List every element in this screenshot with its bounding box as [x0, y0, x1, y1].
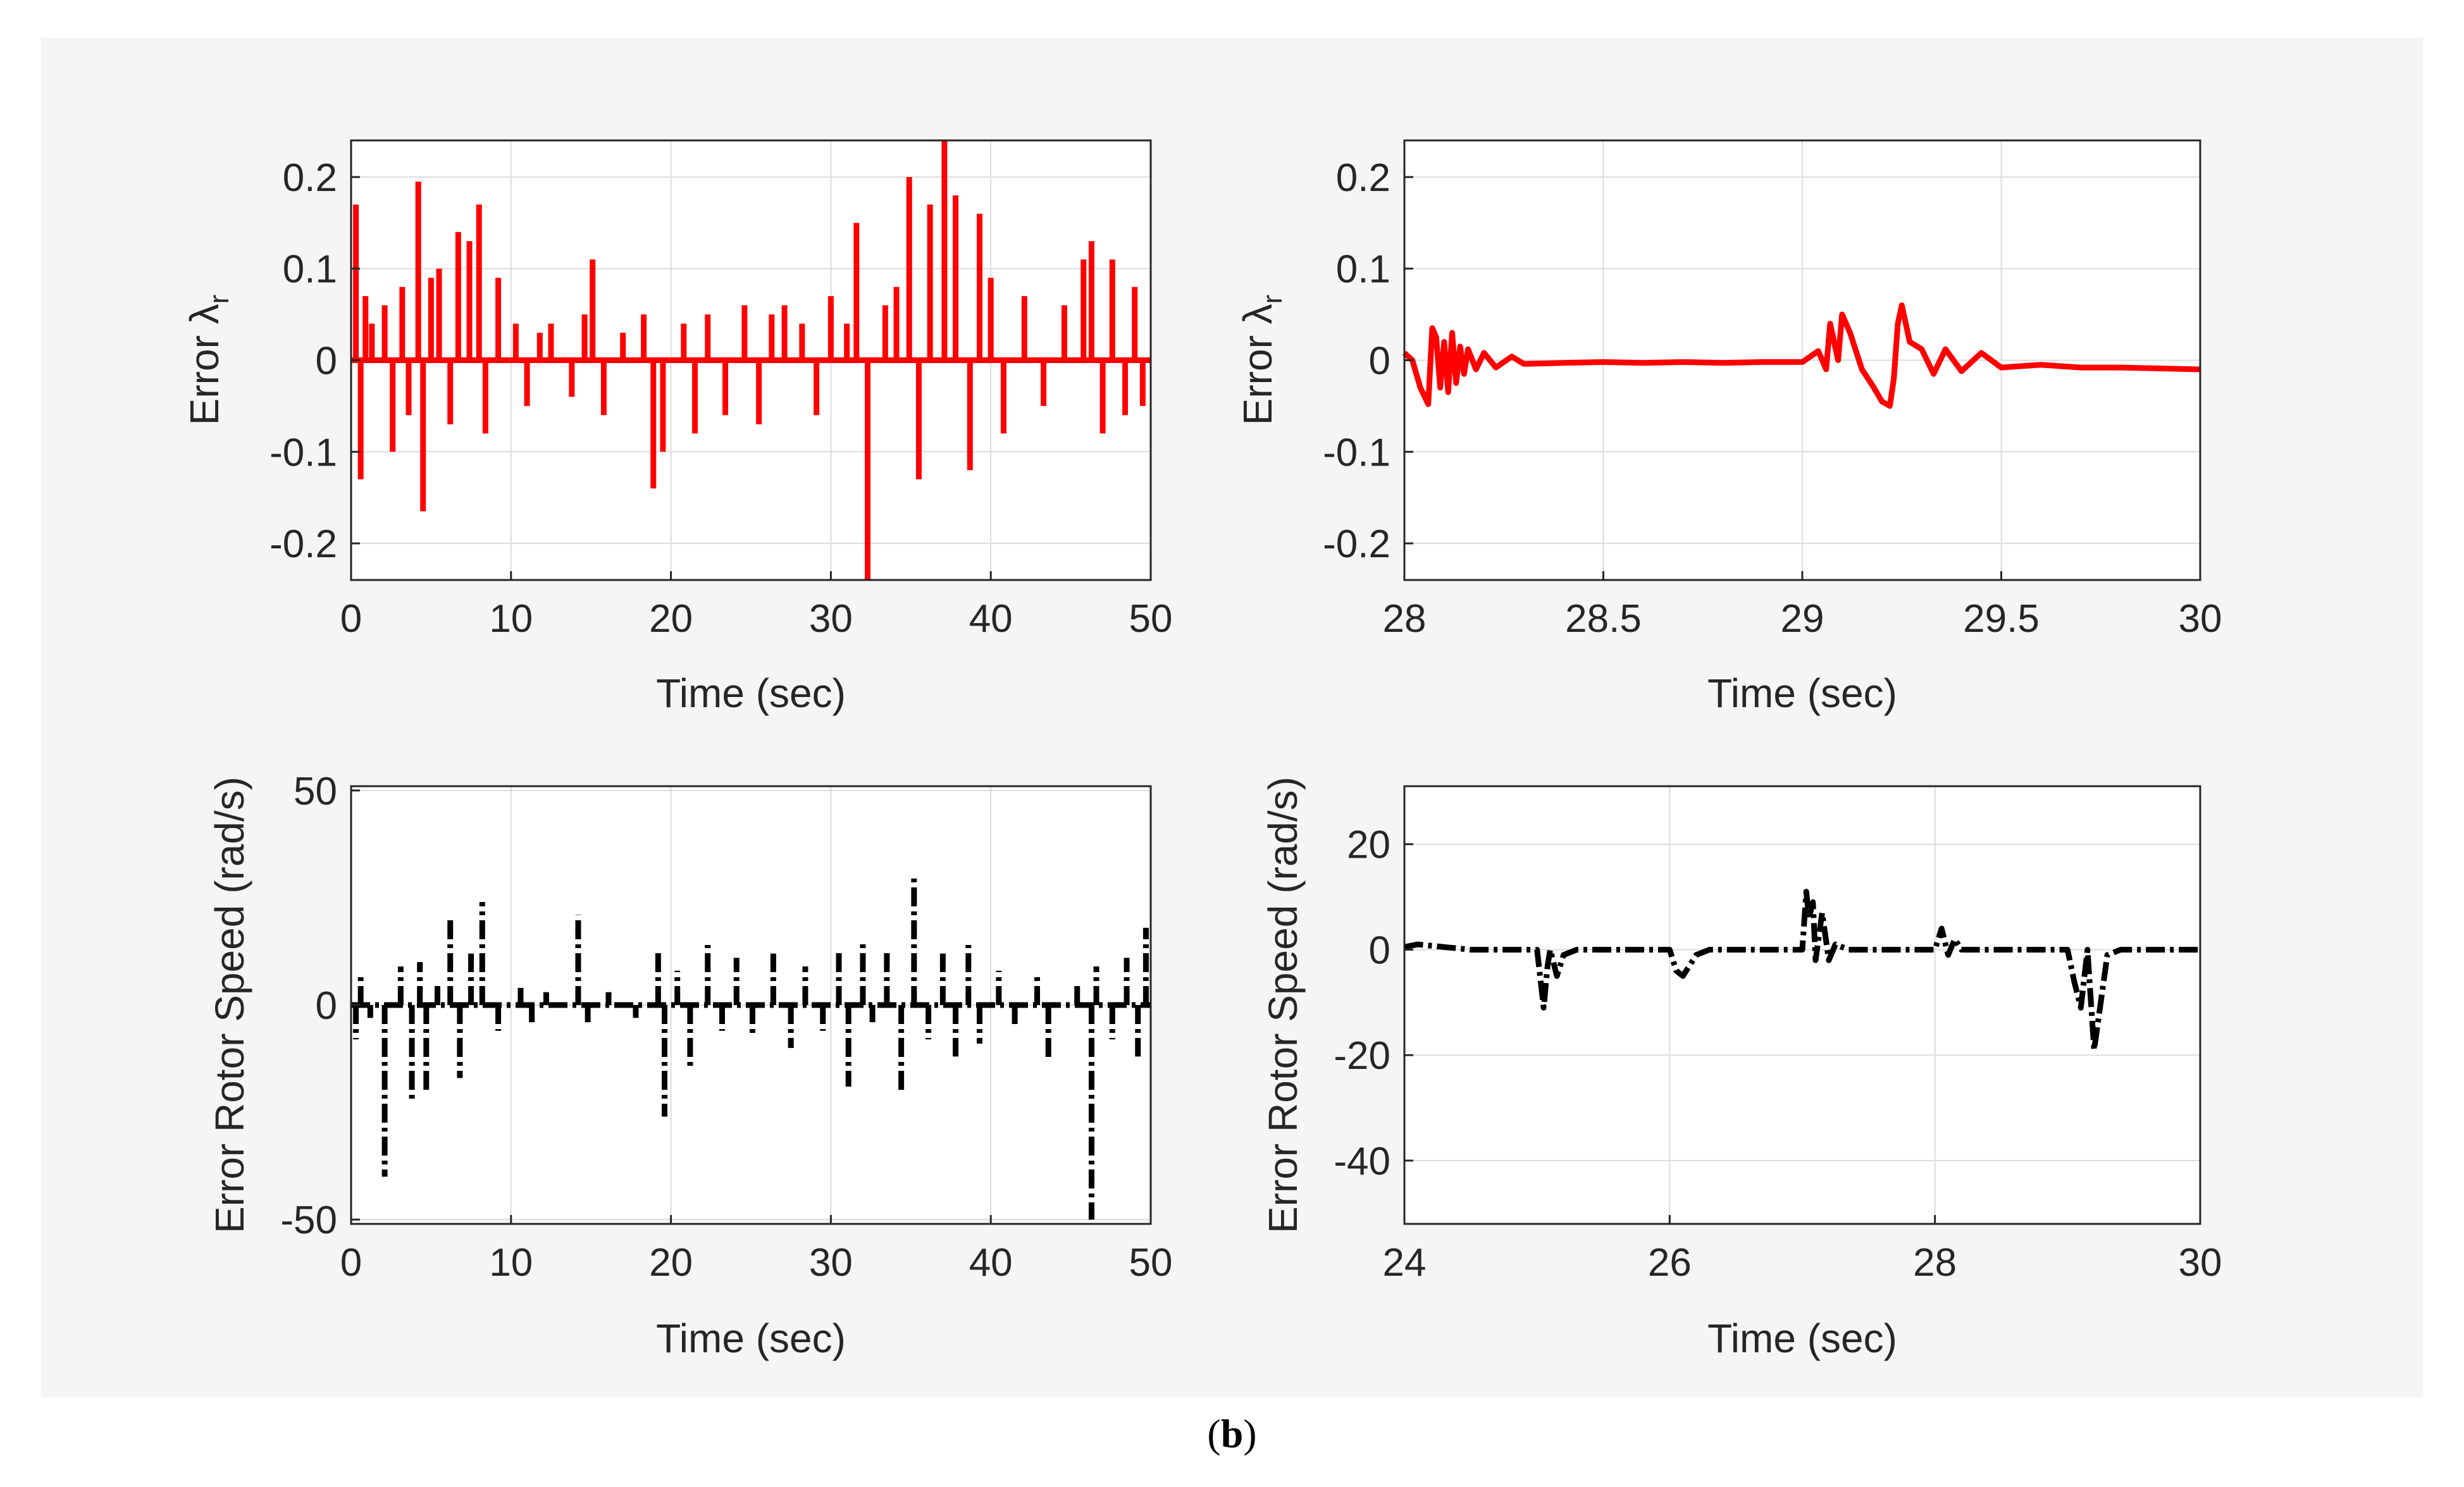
y-axis-label: Error Rotor Speed (rad/s) — [207, 777, 252, 1233]
x-tick-label: 30 — [2179, 1241, 2222, 1285]
y-tick-label: 50 — [294, 770, 337, 813]
x-tick-label: 29 — [1781, 597, 1824, 641]
series — [351, 140, 1151, 580]
panel-top-right: 28 28.5 29 29.5 30 -0.2 -0.1 0 0.1 0.2 Time (sec)… — [1235, 139, 2222, 716]
y-tick-label: -0.1 — [1323, 431, 1390, 474]
x-axis-label: Time (sec) — [1707, 1316, 1897, 1361]
x-tick-label: 30 — [809, 597, 853, 641]
y-tick-label: -0.1 — [269, 431, 337, 474]
x-tick-label: 29.5 — [1963, 597, 2040, 641]
y-tick-label: 0 — [1369, 929, 1390, 972]
x-axis-label: Time (sec) — [656, 1316, 846, 1361]
series-line — [1402, 302, 2201, 409]
plot-area — [1404, 786, 2200, 1224]
x-tick-label: 20 — [649, 597, 693, 641]
caption-label: b — [1220, 1411, 1244, 1456]
x-tick-label: 40 — [969, 597, 1013, 641]
y-tick-label: 0 — [1369, 340, 1390, 383]
x-tick-label: 28 — [1913, 1241, 1957, 1285]
y-tick-label: -0.2 — [269, 522, 337, 566]
series — [1404, 889, 2200, 1053]
series — [351, 876, 1151, 1220]
y-tick-label: 0 — [316, 984, 337, 1028]
x-tick-label: 50 — [1129, 1241, 1173, 1285]
axes-box — [1403, 785, 2201, 1225]
x-tick-label: 10 — [489, 1241, 533, 1285]
ticks: 0 10 20 30 40 50 -0.2 -0.1 0 0.1 0.2 — [269, 156, 1172, 641]
panel-bottom-right: 24 26 28 30 -40 -20 0 20 Time (sec) Error Rotor… — [1260, 777, 2222, 1361]
y-tick-label: 0 — [316, 340, 337, 383]
y-tick-label: -40 — [1334, 1140, 1390, 1183]
y-axis-label: Error λr — [182, 295, 235, 426]
x-tick-label: 28.5 — [1565, 597, 1642, 641]
x-tick-label: 10 — [489, 597, 533, 641]
x-tick-label: 20 — [649, 1241, 693, 1285]
y-tick-label: 0.1 — [1336, 248, 1390, 292]
series — [1402, 302, 2201, 409]
x-axis-label: Time (sec) — [1707, 670, 1897, 716]
x-tick-label: 30 — [2179, 597, 2222, 641]
x-tick-label: 26 — [1648, 1241, 1692, 1285]
y-tick-label: 0.2 — [1336, 156, 1390, 200]
x-tick-label: 40 — [969, 1241, 1013, 1285]
x-tick-label: 24 — [1383, 1241, 1427, 1285]
x-tick-label: 28 — [1383, 597, 1427, 641]
x-tick-label: 50 — [1129, 597, 1173, 641]
ticks: 28 28.5 29 29.5 30 -0.2 -0.1 0 0.1 0.2 — [1323, 156, 2222, 641]
ticks: 24 26 28 30 -40 -20 0 20 — [1334, 824, 2222, 1285]
y-tick-label: -20 — [1334, 1034, 1390, 1078]
x-axis-label: Time (sec) — [656, 670, 846, 716]
series-line — [1404, 889, 2200, 1053]
figure-caption: (b) — [1207, 1411, 1257, 1456]
y-tick-label: -50 — [280, 1199, 337, 1242]
panel-top-left: 0 10 20 30 40 50 -0.2 -0.1 0 0.1 0.2 Time (sec) Er… — [182, 139, 1172, 716]
x-tick-label: 30 — [809, 1241, 853, 1285]
x-tick-label: 0 — [340, 1241, 362, 1285]
y-tick-label: 0.2 — [283, 156, 337, 200]
y-tick-label: 0.1 — [283, 248, 337, 292]
y-tick-label: -0.2 — [1323, 522, 1390, 566]
x-tick-label: 0 — [340, 597, 362, 641]
y-axis-label: Error Rotor Speed (rad/s) — [1260, 777, 1306, 1233]
y-axis-label: Error λr — [1235, 295, 1288, 426]
y-tick-label: 20 — [1347, 824, 1390, 867]
